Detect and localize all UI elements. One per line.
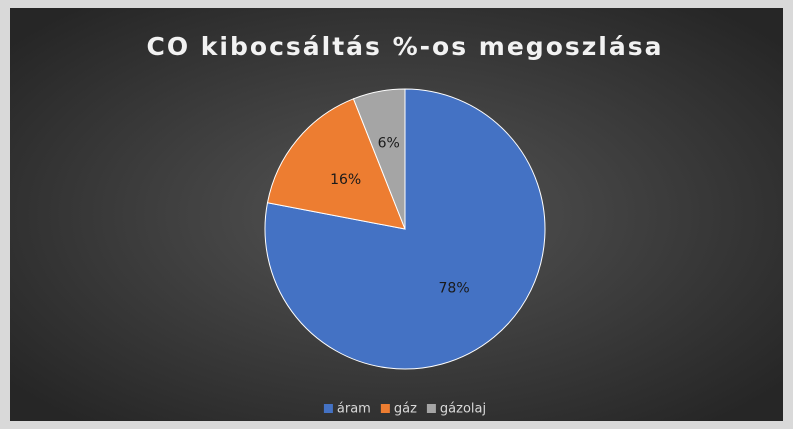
data-label: 78% bbox=[439, 280, 470, 296]
pie-slice bbox=[266, 98, 406, 230]
legend-swatch bbox=[426, 404, 436, 413]
legend-swatch bbox=[380, 404, 390, 413]
pie-slice bbox=[352, 88, 406, 230]
legend-label: gáz bbox=[394, 402, 417, 417]
legend-swatch bbox=[323, 404, 333, 413]
data-label: 6% bbox=[378, 136, 400, 152]
data-label: 16% bbox=[330, 172, 361, 188]
chart-title: CO kibocsáltás %-os megoszlása bbox=[147, 32, 664, 61]
legend-label: gázolaj bbox=[440, 402, 486, 417]
legend-label: áram bbox=[337, 402, 371, 417]
